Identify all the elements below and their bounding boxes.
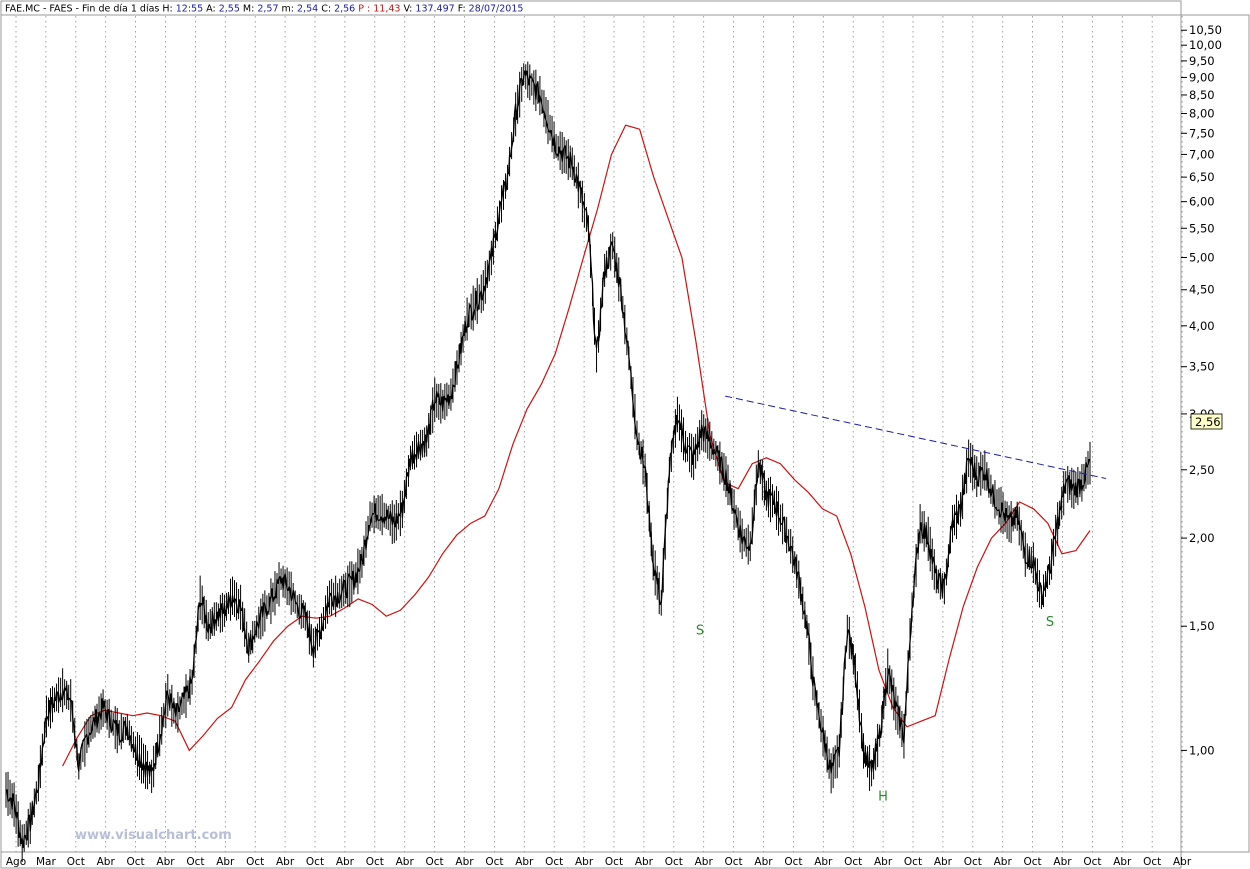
header-field-value: 2,55 bbox=[219, 4, 243, 15]
header-field-label: H: bbox=[162, 4, 175, 15]
y-tick-label: 6,00 bbox=[1189, 195, 1215, 209]
header-bar: FAE.MC - FAES - Fin de día 1 días H: 12:… bbox=[0, 0, 1182, 16]
y-tick-label: 9,50 bbox=[1189, 54, 1215, 68]
trendline-layer bbox=[725, 395, 1106, 479]
x-tick-label: Abr bbox=[1113, 856, 1132, 868]
header-field-value: 2,54 bbox=[297, 4, 321, 15]
y-tick-label: 1,00 bbox=[1189, 743, 1215, 757]
watermark: www.visualchart.com bbox=[75, 828, 232, 843]
x-tick-label: Abr bbox=[754, 856, 773, 868]
y-tick-label: 10,00 bbox=[1189, 38, 1222, 52]
header-field-label: C: bbox=[321, 4, 334, 15]
pattern-label: S bbox=[696, 623, 704, 638]
header-text: FAE.MC - FAES - Fin de día 1 días H: 12:… bbox=[5, 4, 523, 15]
last-value-label: 2,56 bbox=[1195, 415, 1221, 429]
x-tick-label: Oct bbox=[904, 856, 922, 868]
header-field-value: 137.497 bbox=[415, 4, 457, 15]
x-tick-label: Oct bbox=[426, 856, 444, 868]
x-tick-label: Oct bbox=[1024, 856, 1042, 868]
x-tick-label: Abr bbox=[635, 856, 654, 868]
x-tick-label: Abr bbox=[874, 856, 893, 868]
x-axis-panel bbox=[0, 851, 1182, 869]
x-tick-label: Oct bbox=[545, 856, 563, 868]
moving-average-line bbox=[62, 124, 1091, 767]
y-axis: 1,001,502,002,503,003,504,004,505,005,50… bbox=[1181, 23, 1222, 757]
price-line bbox=[5, 70, 1091, 849]
x-tick-label: Oct bbox=[964, 856, 982, 868]
x-tick-label: Abr bbox=[97, 856, 116, 868]
y-tick-label: 4,50 bbox=[1189, 283, 1215, 297]
x-tick-label: Abr bbox=[934, 856, 953, 868]
x-tick-label: Oct bbox=[127, 856, 145, 868]
x-tick-label: Abr bbox=[695, 856, 714, 868]
y-tick-label: 2,00 bbox=[1189, 531, 1215, 545]
y-tick-label: 4,00 bbox=[1189, 319, 1215, 333]
x-tick-label: Oct bbox=[784, 856, 802, 868]
vertical-grid bbox=[15, 16, 1183, 852]
header-field-value: 28/07/2015 bbox=[469, 4, 524, 15]
x-tick-label: Abr bbox=[276, 856, 295, 868]
y-tick-label: 8,50 bbox=[1189, 88, 1215, 102]
y-tick-label: 6,50 bbox=[1189, 170, 1215, 184]
annotation-layer: S H S bbox=[696, 615, 1054, 804]
header-symbol: FAE.MC - FAES - Fin de día 1 días bbox=[5, 4, 162, 15]
x-tick-label: Abr bbox=[156, 856, 175, 868]
x-tick-label: Oct bbox=[366, 856, 384, 868]
header-field-label: P : bbox=[358, 4, 373, 15]
header-field-label: M: bbox=[243, 4, 257, 15]
x-tick-label: Abr bbox=[396, 856, 415, 868]
header-field-value: 11,43 bbox=[373, 4, 403, 15]
x-tick-label: Oct bbox=[665, 856, 683, 868]
x-tick-label: Abr bbox=[575, 856, 594, 868]
x-tick-label: Oct bbox=[1143, 856, 1161, 868]
last-value-badge: 2,56 bbox=[1190, 413, 1223, 430]
x-tick-label: Abr bbox=[994, 856, 1013, 868]
header-field-value: 2,56 bbox=[334, 4, 358, 15]
trendline bbox=[725, 395, 1106, 479]
y-tick-label: 9,00 bbox=[1189, 70, 1215, 84]
y-tick-label: 3,50 bbox=[1189, 360, 1215, 374]
x-tick-label: Abr bbox=[216, 856, 235, 868]
x-tick-label: Abr bbox=[455, 856, 474, 868]
price-layer bbox=[5, 61, 1091, 862]
x-tick-label: Oct bbox=[67, 856, 85, 868]
x-tick-label: Oct bbox=[844, 856, 862, 868]
x-tick-label: Oct bbox=[725, 856, 743, 868]
header-field-label: F: bbox=[458, 4, 469, 15]
moving-average-layer bbox=[62, 124, 1091, 767]
y-tick-label: 5,00 bbox=[1189, 250, 1215, 264]
y-tick-label: 7,00 bbox=[1189, 147, 1215, 161]
x-tick-label: Oct bbox=[1083, 856, 1101, 868]
x-tick-label: Abr bbox=[515, 856, 534, 868]
x-tick-label: Ago bbox=[6, 856, 26, 868]
x-tick-label: Abr bbox=[336, 856, 355, 868]
header-field-value: 12:55 bbox=[176, 4, 206, 15]
x-axis: Ago Mar Oct Abr Oct Abr Oct Abr Oct Abr Oct Abr Oct A… bbox=[6, 856, 1192, 868]
y-tick-label: 10,50 bbox=[1189, 23, 1222, 37]
y-tick-label: 5,50 bbox=[1189, 221, 1215, 235]
x-tick-label: Oct bbox=[186, 856, 204, 868]
x-tick-label: Mar bbox=[36, 856, 56, 868]
x-tick-label: Abr bbox=[1173, 856, 1192, 868]
x-tick-label: Oct bbox=[306, 856, 324, 868]
header-field-label: A: bbox=[206, 4, 219, 15]
y-axis-panel bbox=[1180, 14, 1250, 853]
x-tick-label: Oct bbox=[246, 856, 264, 868]
y-tick-label: 2,50 bbox=[1189, 463, 1215, 477]
y-tick-label: 1,50 bbox=[1189, 619, 1215, 633]
header-field-label: V: bbox=[403, 4, 415, 15]
x-tick-label: Abr bbox=[814, 856, 833, 868]
x-tick-label: Oct bbox=[485, 856, 503, 868]
header-field-value: 2,57 bbox=[257, 4, 281, 15]
y-tick-label: 7,50 bbox=[1189, 126, 1215, 140]
y-tick-label: 8,00 bbox=[1189, 107, 1215, 121]
x-tick-label: Abr bbox=[1053, 856, 1072, 868]
x-tick-label: Oct bbox=[605, 856, 623, 868]
pattern-label: S bbox=[1046, 615, 1054, 630]
pattern-label: H bbox=[878, 790, 888, 805]
header-field-label: m: bbox=[282, 4, 297, 15]
